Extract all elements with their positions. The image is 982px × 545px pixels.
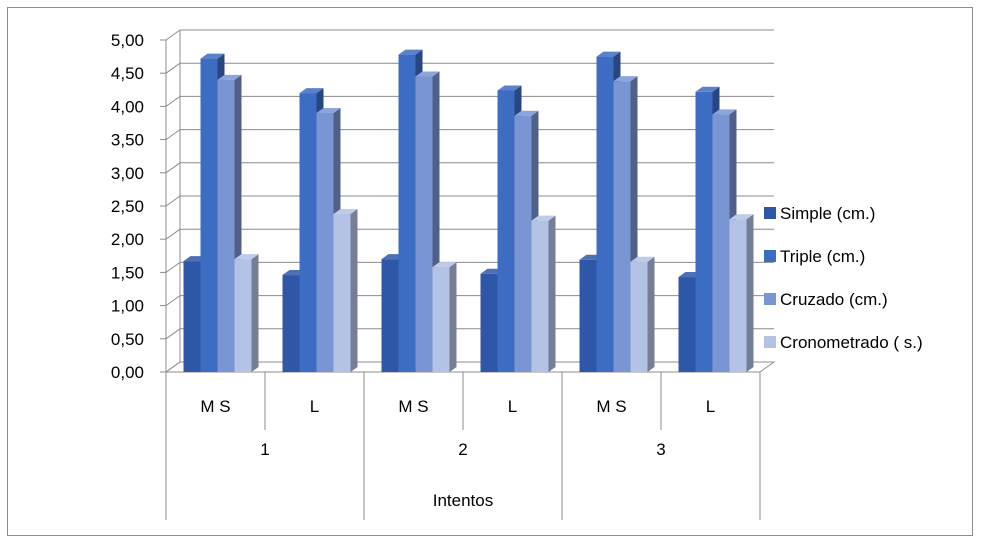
bar-side [251, 254, 259, 372]
bar [729, 219, 747, 372]
legend-label: Triple (cm.) [780, 247, 865, 266]
bar [695, 91, 713, 373]
chart-border [7, 7, 973, 536]
legend-swatch [764, 336, 776, 348]
gridline-depth [165, 129, 181, 141]
gridline-depth [165, 295, 181, 307]
bar [678, 277, 696, 372]
gridline-depth [165, 195, 181, 207]
bar-top [531, 215, 556, 221]
gridline-depth [165, 62, 181, 74]
bar [299, 93, 317, 373]
x-category-label: L [508, 397, 517, 416]
bar [217, 79, 235, 372]
bar-top [630, 256, 655, 262]
bar-top [316, 108, 341, 114]
y-tick-label: 4,00 [111, 97, 144, 116]
bar [497, 90, 515, 373]
y-tick-label: 1,00 [111, 297, 144, 316]
x-category-label: L [310, 397, 319, 416]
bar [381, 259, 399, 372]
bar-top [398, 49, 423, 55]
bar [398, 54, 416, 372]
bar [579, 259, 597, 372]
legend-label: Cronometrado ( s.) [780, 333, 923, 352]
gridline-depth [165, 228, 181, 240]
bar [480, 273, 498, 372]
x-category-label: L [706, 397, 715, 416]
bar-top [695, 86, 720, 92]
bar-side [449, 262, 457, 372]
bar-top [234, 254, 259, 260]
bar [531, 220, 549, 372]
bar-top [729, 214, 754, 220]
x-category-label: M S [398, 397, 428, 416]
x-axis-title: Intentos [433, 491, 494, 510]
bar [432, 267, 450, 372]
bar-top [217, 74, 242, 80]
bar [183, 261, 201, 372]
bar-top [415, 71, 440, 77]
bar [514, 115, 532, 373]
bar-top [613, 76, 638, 82]
bar-top [200, 53, 225, 59]
legend-swatch [764, 293, 776, 305]
gridline-depth [165, 328, 181, 340]
y-tick-label: 3,50 [111, 131, 144, 150]
y-tick-label: 4,50 [111, 64, 144, 83]
gridline-depth [165, 162, 181, 174]
bar-top [712, 109, 737, 115]
legend-swatch [764, 207, 776, 219]
y-tick-label: 2,00 [111, 230, 144, 249]
bar [596, 56, 614, 372]
gridline-depth [165, 95, 181, 107]
bar-top [497, 85, 522, 91]
bar [415, 76, 433, 373]
bar [282, 275, 300, 372]
y-tick-label: 0,50 [111, 330, 144, 349]
y-tick-label: 1,50 [111, 263, 144, 282]
x-category-label: M S [200, 397, 230, 416]
bar [333, 213, 351, 372]
legend-label: Cruzado (cm.) [780, 290, 888, 309]
bar [316, 113, 334, 372]
bar-top [596, 51, 621, 57]
legend-swatch [764, 250, 776, 262]
bar [613, 81, 631, 372]
bar [630, 261, 648, 372]
y-tick-label: 3,00 [111, 164, 144, 183]
bar-side [548, 215, 556, 372]
x-group-label: 3 [656, 440, 665, 459]
bar [200, 58, 218, 372]
y-tick-label: 5,00 [111, 31, 144, 50]
bar-side [647, 256, 655, 372]
x-category-label: M S [596, 397, 626, 416]
bar-side [746, 214, 754, 372]
bar-side [350, 208, 358, 372]
bar-top [432, 262, 457, 268]
bar [234, 259, 252, 372]
x-group-label: 2 [458, 440, 467, 459]
bar-top [333, 208, 358, 214]
bar [712, 114, 730, 373]
gridline-depth [165, 29, 181, 41]
x-group-label: 1 [260, 440, 269, 459]
legend-label: Simple (cm.) [780, 204, 875, 223]
bar-top [514, 110, 539, 116]
gridline-depth [165, 261, 181, 273]
y-tick-label: 2,50 [111, 197, 144, 216]
bar-top [299, 88, 324, 94]
y-tick-label: 0,00 [111, 363, 144, 382]
